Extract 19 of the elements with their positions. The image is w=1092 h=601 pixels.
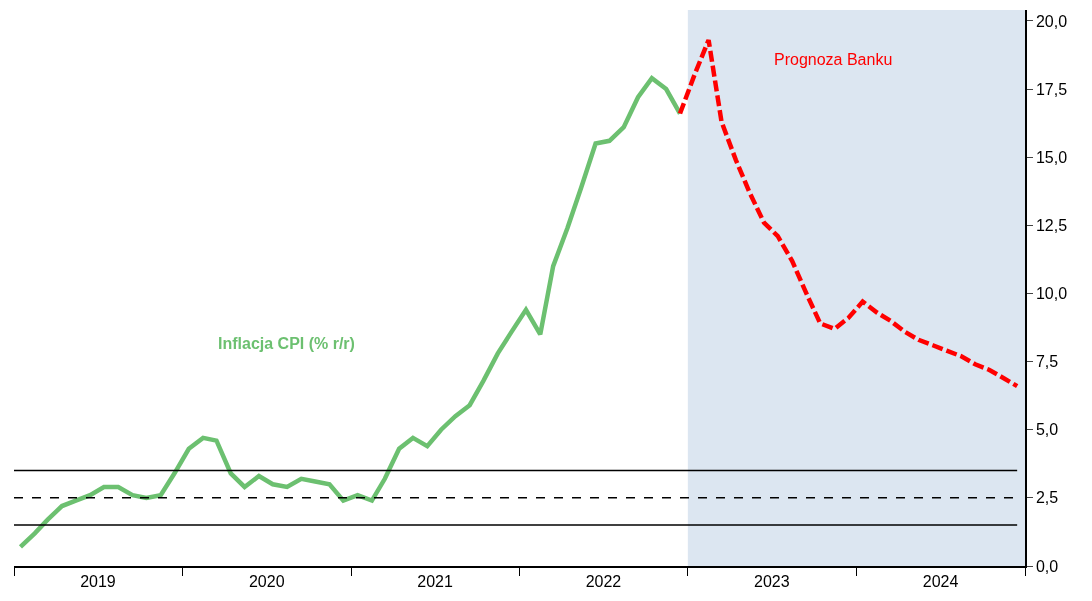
x-tick-label: 2019 [80, 572, 116, 590]
x-tick-label: 2022 [585, 572, 622, 590]
y-tick-label: 20,0 [1035, 12, 1068, 30]
y-tick-label: 0,0 [1035, 557, 1059, 575]
y-tick-label: 15,0 [1035, 148, 1068, 166]
y-tick-label: 2,5 [1035, 489, 1059, 507]
line-series [677, 37, 1020, 389]
y-tick-label: 5,0 [1035, 421, 1059, 439]
x-tick-label: 2023 [753, 572, 790, 590]
x-tick-label: 2024 [922, 572, 959, 590]
text: Inflacja CPI (% r/r) [218, 335, 355, 352]
x-tick-label: 2021 [417, 572, 453, 590]
y-tick-label: 7,5 [1035, 353, 1059, 371]
x-tick-label: 2020 [248, 572, 285, 590]
y-tick-label: 17,5 [1035, 80, 1068, 98]
y-tick-label: 10,0 [1035, 285, 1068, 303]
line-series [18, 75, 683, 550]
annotation: Prognoza Banku [774, 51, 893, 68]
y-tick-label: 12,5 [1035, 216, 1068, 234]
